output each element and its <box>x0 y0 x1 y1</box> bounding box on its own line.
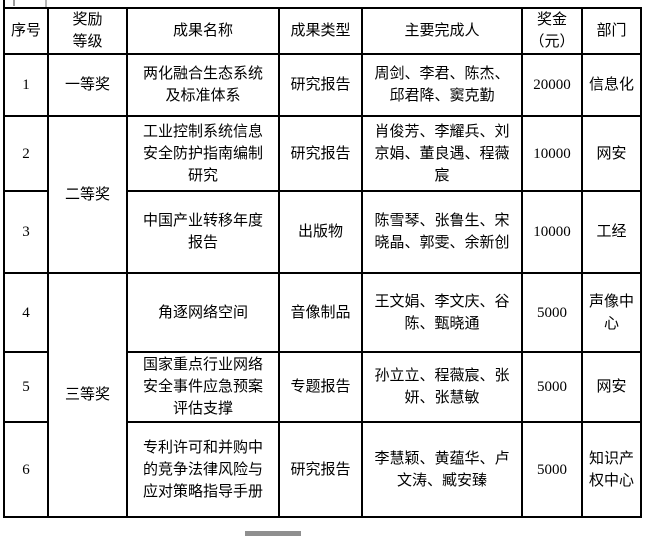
table-row-3: 3 中国产业转移年度报告 出版物 陈雪琴、张鲁生、宋晓晶、郭雯、余新创 1000… <box>3 190 642 274</box>
r1-type: 研究报告 <box>278 53 363 117</box>
header-prize-yuan: 奖金 （元） <box>521 7 583 55</box>
header-row: 序号 奖励 等级 成果名称 成果类型 主要完成人 奖金 （元） 部门 <box>3 7 642 55</box>
r5-type: 专题报告 <box>278 351 363 423</box>
table-row-2: 2 二等奖 工业控制系统信息安全防护指南编制研究 研究报告 肖俊芳、李耀兵、刘京… <box>3 115 642 274</box>
r2-people: 肖俊芳、李耀兵、刘京娟、董良遇、程薇宸 <box>361 115 523 192</box>
r2-prize: 10000 <box>521 115 583 192</box>
r1-name: 两化融合生态系统及标准体系 <box>126 53 280 117</box>
r3-dept: 工经 <box>581 190 642 274</box>
r6-name: 专利许可和并购中的竞争法律风险与应对策略指导手册 <box>126 421 280 518</box>
table-row-1: 1 一等奖 两化融合生态系统及标准体系 研究报告 周剑、李君、陈杰、邱君降、窦克… <box>3 53 642 117</box>
r1-prize: 20000 <box>521 53 583 117</box>
r2-name: 工业控制系统信息安全防护指南编制研究 <box>126 115 280 192</box>
table-row-4: 4 三等奖 角逐网络空间 音像制品 王文娟、李文庆、谷陈、甄晓通 5000 声像… <box>3 272 642 518</box>
r5-serial: 5 <box>3 351 49 423</box>
r1-award-level-first: 一等奖 <box>47 53 128 117</box>
header-achievement-type: 成果类型 <box>278 7 363 55</box>
r6-serial: 6 <box>3 421 49 518</box>
r3-type: 出版物 <box>278 190 363 274</box>
table-left-border-remnant <box>3 0 5 9</box>
r3-serial: 3 <box>3 190 49 274</box>
r6-dept: 知识产权中心 <box>581 421 642 518</box>
r3-name: 中国产业转移年度报告 <box>126 190 280 274</box>
r5-name: 国家重点行业网络安全事件应急预案评估支撑 <box>126 351 280 423</box>
r4-name: 角逐网络空间 <box>126 272 280 353</box>
r6-prize: 5000 <box>521 421 583 518</box>
header-serial: 序号 <box>3 7 49 55</box>
r4-prize: 5000 <box>521 272 583 353</box>
header-department: 部门 <box>581 7 642 55</box>
table-row-6: 6 专利许可和并购中的竞争法律风险与应对策略指导手册 研究报告 李慧颖、黄蕴华、… <box>3 421 642 518</box>
table-row-5: 5 国家重点行业网络安全事件应急预案评估支撑 专题报告 孙立立、程薇宸、张妍、张… <box>3 351 642 423</box>
r2-type: 研究报告 <box>278 115 363 192</box>
r6-people: 李慧颖、黄蕴华、卢文涛、臧安臻 <box>361 421 523 518</box>
r1-dept: 信息化 <box>581 53 642 117</box>
r5-people: 孙立立、程薇宸、张妍、张慧敏 <box>361 351 523 423</box>
header-award-level: 奖励 等级 <box>47 7 128 55</box>
r4-serial: 4 <box>3 272 49 353</box>
top-crop-artifact <box>13 0 15 6</box>
award-level-second-merged: 二等奖 <box>47 115 128 274</box>
r3-people: 陈雪琴、张鲁生、宋晓晶、郭雯、余新创 <box>361 190 523 274</box>
scrollbar-fragment[interactable] <box>245 531 301 536</box>
r6-type: 研究报告 <box>278 421 363 518</box>
r5-dept: 网安 <box>581 351 642 423</box>
r4-dept: 声像中心 <box>581 272 642 353</box>
awards-table: 序号 奖励 等级 成果名称 成果类型 主要完成人 奖金 （元） 部门 1 一等奖… <box>3 7 642 518</box>
header-achievement-name: 成果名称 <box>126 7 280 55</box>
r3-prize: 10000 <box>521 190 583 274</box>
top-crop-artifact-2 <box>45 0 47 7</box>
r4-type: 音像制品 <box>278 272 363 353</box>
award-level-third-merged: 三等奖 <box>47 272 128 518</box>
r1-serial: 1 <box>3 53 49 117</box>
r2-serial: 2 <box>3 115 49 192</box>
r2-dept: 网安 <box>581 115 642 192</box>
header-main-contributors: 主要完成人 <box>361 7 523 55</box>
r5-prize: 5000 <box>521 351 583 423</box>
r4-people: 王文娟、李文庆、谷陈、甄晓通 <box>361 272 523 353</box>
r1-people: 周剑、李君、陈杰、邱君降、窦克勤 <box>361 53 523 117</box>
